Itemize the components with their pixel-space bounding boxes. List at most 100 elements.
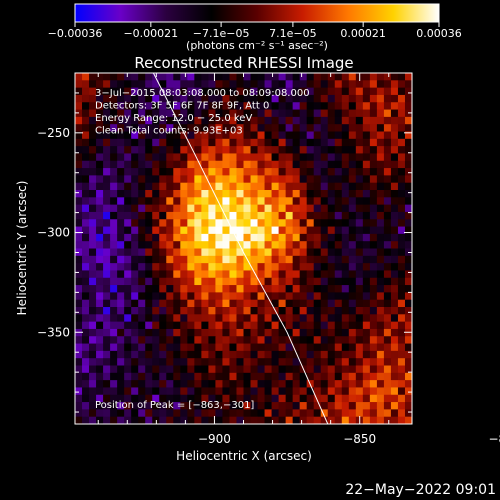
heatmap-cell — [313, 73, 322, 81]
heatmap-cell — [348, 87, 357, 96]
heatmap-cell — [369, 336, 378, 344]
heatmap-cell — [313, 197, 322, 206]
heatmap-cell — [355, 336, 364, 344]
heatmap-cell — [292, 409, 301, 418]
heatmap-cell — [404, 116, 412, 125]
heatmap-cell — [131, 321, 139, 330]
heatmap-cell — [236, 416, 244, 424]
heatmap-cell — [215, 168, 223, 176]
heatmap-cell — [208, 124, 216, 132]
heatmap-cell — [229, 299, 237, 308]
heatmap-cell — [257, 248, 265, 257]
heatmap-cell — [264, 131, 272, 140]
heatmap-cell — [96, 394, 104, 403]
heatmap-cell — [327, 394, 336, 403]
heatmap-cell — [271, 168, 279, 176]
heatmap-cell — [229, 94, 237, 103]
heatmap-cell — [180, 255, 188, 264]
heatmap-cell — [152, 350, 160, 359]
heatmap-cell — [264, 138, 272, 147]
heatmap-cell — [320, 175, 329, 184]
heatmap-cell — [117, 102, 125, 110]
heatmap-cell — [75, 146, 83, 154]
heatmap-cell — [383, 292, 392, 301]
heatmap-cell — [397, 190, 406, 198]
heatmap-cell — [341, 263, 350, 271]
heatmap-cell — [313, 292, 322, 301]
heatmap-cell — [299, 160, 308, 169]
heatmap-cell — [173, 87, 181, 96]
heatmap-cell — [131, 409, 139, 418]
heatmap-cell — [194, 365, 202, 374]
heatmap-cell — [152, 138, 160, 147]
heatmap-cell — [299, 146, 308, 154]
heatmap-cell — [103, 153, 111, 162]
heatmap-cell — [383, 168, 392, 176]
heatmap-cell — [292, 116, 301, 125]
heatmap-cell — [131, 226, 139, 235]
heatmap-cell — [369, 402, 378, 410]
heatmap-cell — [82, 292, 90, 301]
heatmap-cell — [145, 153, 153, 162]
heatmap-cell — [369, 350, 378, 359]
heatmap-cell — [383, 380, 392, 388]
heatmap-cell — [299, 94, 308, 103]
heatmap-cell — [285, 138, 294, 147]
heatmap-cell — [166, 314, 174, 323]
heatmap-cell — [250, 402, 258, 410]
heatmap-cell — [327, 321, 336, 330]
heatmap-cell — [96, 102, 104, 110]
heatmap-cell — [383, 248, 392, 257]
heatmap-cell — [376, 94, 385, 103]
heatmap-cell — [222, 336, 230, 344]
heatmap-cell — [194, 219, 202, 227]
heatmap-cell — [152, 263, 160, 271]
heatmap-cell — [222, 409, 230, 418]
heatmap-cell — [180, 131, 188, 140]
heatmap-cell — [362, 160, 371, 169]
heatmap-cell — [383, 314, 392, 323]
heatmap-cell — [124, 255, 132, 264]
heatmap-cell — [131, 182, 139, 191]
heatmap-cell — [138, 153, 146, 162]
heatmap-cell — [299, 241, 308, 249]
heatmap-cell — [194, 350, 202, 359]
heatmap-cell — [145, 94, 153, 103]
heatmap-cell — [327, 233, 336, 242]
heatmap-cell — [362, 358, 371, 366]
heatmap-cell — [327, 380, 336, 388]
heatmap-cell — [243, 102, 251, 110]
heatmap-cell — [215, 138, 223, 147]
heatmap-cell — [75, 241, 83, 249]
heatmap-cell — [96, 160, 104, 169]
heatmap-cell — [229, 153, 237, 162]
heatmap-cell — [82, 131, 90, 140]
heatmap-cell — [138, 307, 146, 315]
annotations: 3−Jul−2015 08:03:08.000 to 08:09:08.000D… — [95, 88, 310, 137]
heatmap-cell — [159, 109, 167, 118]
heatmap-cell — [292, 277, 301, 286]
heatmap-cell — [376, 226, 385, 235]
heatmap-cell — [236, 102, 244, 110]
heatmap-cell — [236, 299, 244, 308]
heatmap-cell — [257, 402, 265, 410]
heatmap-cell — [299, 314, 308, 323]
heatmap-cell — [348, 138, 357, 147]
heatmap-cell — [166, 182, 174, 191]
heatmap-cell — [278, 263, 287, 271]
heatmap-cell — [166, 358, 174, 366]
heatmap-cell — [145, 138, 153, 147]
heatmap-cell — [306, 138, 315, 147]
heatmap-cell — [201, 219, 209, 227]
heatmap-cell — [229, 380, 237, 388]
heatmap-cell — [82, 73, 90, 81]
heatmap-cell — [348, 80, 357, 89]
heatmap-cell — [138, 285, 146, 293]
heatmap-cell — [341, 160, 350, 169]
heatmap-cell — [341, 80, 350, 89]
heatmap-cell — [327, 87, 336, 96]
heatmap-cell — [355, 307, 364, 315]
heatmap-cell — [75, 87, 83, 96]
heatmap-cell — [362, 409, 371, 418]
heatmap-cell — [285, 270, 294, 279]
